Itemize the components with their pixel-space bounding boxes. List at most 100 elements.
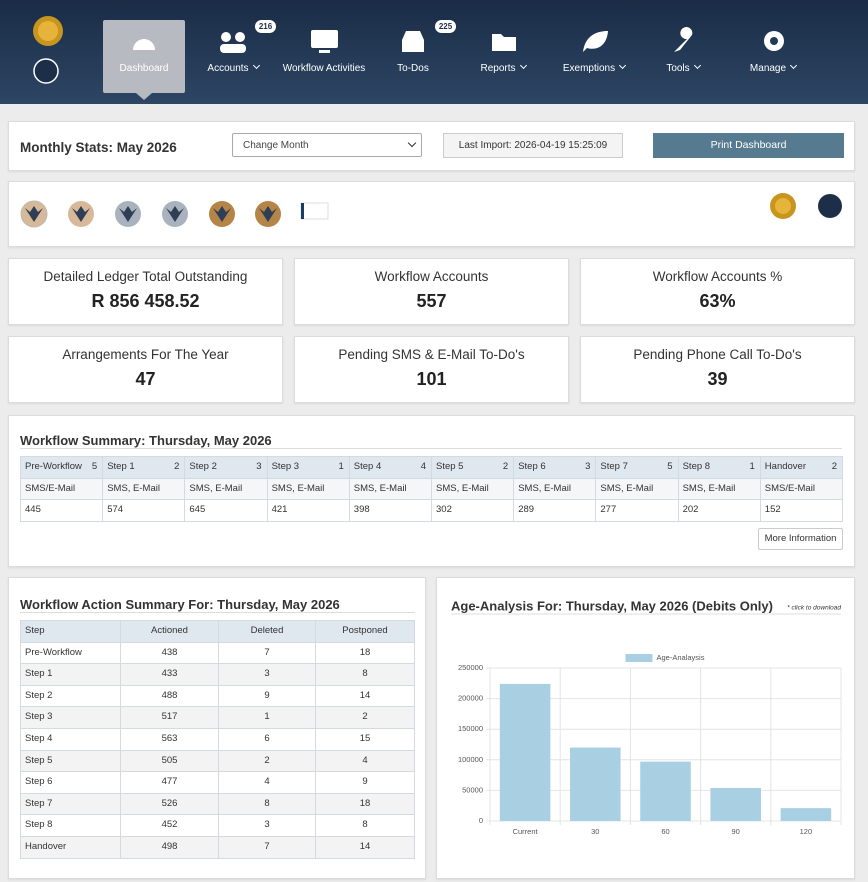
bar — [710, 787, 761, 821]
icon-folder — [492, 34, 516, 51]
nav-label: To-Dos — [397, 63, 429, 74]
step-count: 3 — [256, 461, 262, 472]
table-cell: 7 — [218, 836, 316, 859]
logo-dark — [33, 58, 59, 84]
step-count: 2 — [502, 461, 509, 472]
nav-item[interactable]: Accounts — [173, 61, 293, 74]
dropdown-chevron — [252, 61, 260, 70]
achievements-panel — [8, 181, 855, 247]
table-cell: 421 — [266, 499, 350, 522]
y-tick-label: 150000 — [458, 724, 483, 733]
step-count: 4 — [420, 461, 426, 472]
table-cell: Step 5 — [20, 749, 121, 773]
panel-title: Workflow Summary: Thursday, May 2026 — [20, 433, 272, 448]
table-cell: 4 — [315, 749, 415, 773]
table-cell: 9 — [315, 771, 415, 794]
nav-label: Manage — [749, 63, 787, 74]
dropdown-chevron — [790, 61, 798, 70]
progress-fill — [301, 203, 304, 219]
badge-mark — [259, 206, 277, 222]
table-cell: 14 — [315, 836, 415, 859]
print-button[interactable]: Print Dashboard — [653, 133, 844, 158]
card-value: 47 — [135, 369, 156, 389]
table-cell: Step 1 — [20, 663, 121, 686]
table-cell: 498 — [120, 836, 219, 859]
panel-title: Workflow Action Summary For: Thursday, M… — [20, 597, 340, 612]
table-cell: SMS, E-Mail — [513, 477, 597, 501]
table-cell: 15 — [315, 728, 415, 751]
table-cell: 7 — [218, 641, 316, 665]
logo-gold-inner — [38, 21, 58, 41]
card-label: Detailed Ledger Total Outstanding — [43, 269, 248, 284]
table-header-cell: Step 5 2 — [431, 456, 515, 479]
table-cell: 433 — [120, 663, 219, 686]
table-cell: SMS/E-Mail — [759, 477, 843, 501]
badge-mark — [25, 206, 43, 222]
month-select[interactable]: Change Month — [232, 133, 422, 157]
table-header-cell: Step 7 5 — [595, 456, 679, 479]
nav-item[interactable]: Workflow Activities — [264, 63, 384, 74]
bar — [640, 761, 691, 821]
badge-mark — [72, 206, 90, 222]
active-tab — [103, 20, 185, 93]
table-header-cell: Handover 2 — [759, 456, 843, 479]
dropdown-chevron — [693, 61, 701, 70]
table-cell: 8 — [315, 814, 415, 837]
nav-item[interactable]: Exemptions — [534, 61, 654, 74]
nav-item[interactable]: Dashboard — [84, 63, 204, 74]
table-cell: 3 — [218, 814, 316, 837]
download-note[interactable]: * click to download — [787, 605, 841, 612]
step-name: Pre-Workflow — [25, 461, 82, 472]
table-header-cell: Pre-Workflow 5 — [20, 456, 104, 479]
table-cell: Step 8 — [20, 814, 121, 837]
icon-dashboard — [133, 39, 155, 50]
step-count: 2 — [174, 461, 180, 472]
table-cell: 488 — [120, 684, 219, 708]
table-cell: 9 — [218, 684, 316, 708]
table-cell: Step 3 — [20, 706, 121, 729]
stats-bar: Monthly Stats: May 2026 Change Month Las… — [8, 121, 855, 171]
stats-title: Monthly Stats: May 2026 — [20, 140, 177, 155]
nav-item[interactable]: To-Dos — [353, 63, 473, 74]
table-cell: Handover — [20, 836, 121, 859]
table-header-cell: Deleted — [218, 620, 316, 643]
x-tick-label: 30 — [591, 827, 599, 836]
y-tick-label: 0 — [479, 816, 483, 825]
achievement-icons — [20, 193, 842, 228]
nav-item[interactable]: Tools — [623, 61, 743, 74]
select-arrow — [407, 138, 417, 148]
table-cell: 517 — [120, 706, 219, 729]
badge-dark — [818, 194, 842, 218]
age-chart: Age-Analysis For: Thursday, May 2026 (De… — [451, 598, 842, 836]
table-cell: 526 — [120, 792, 219, 816]
title-rule — [20, 448, 842, 449]
card-label: Pending SMS & E-Mail To-Do's — [338, 347, 525, 362]
table-header-cell: Step 3 1 — [266, 456, 350, 479]
table-cell: 277 — [595, 499, 679, 522]
table-cell: 1 — [218, 706, 316, 729]
nav-item[interactable]: Reports — [443, 61, 563, 74]
table-cell: 4 — [218, 771, 316, 794]
bar — [499, 683, 551, 821]
step-name: Step 4 — [353, 461, 382, 472]
table-cell: 302 — [431, 499, 515, 522]
step-name: Step 7 — [600, 461, 628, 472]
icon-wrench — [674, 27, 693, 52]
table-header-cell: Step — [20, 620, 121, 643]
more-info-button[interactable]: More Information — [758, 528, 843, 550]
step-name: Step 2 — [189, 461, 217, 472]
table-cell: 452 — [120, 814, 219, 837]
badge-mark — [166, 206, 184, 222]
table-cell: 445 — [20, 499, 104, 522]
nav-item[interactable]: Manage — [713, 61, 833, 74]
table-header-cell: Actioned — [120, 620, 219, 643]
nav-badge: 225 — [435, 20, 456, 33]
icon-gear-hole — [770, 37, 778, 45]
action-summary: Workflow Action Summary For: Thursday, M… — [8, 577, 426, 879]
table-cell: SMS, E-Mail — [348, 477, 432, 501]
table-header-cell: Step 1 2 — [102, 456, 186, 479]
icon-monitor — [319, 50, 330, 53]
icon-monitor — [311, 30, 338, 48]
table-cell: 477 — [120, 771, 219, 794]
nav-label: Exemptions — [562, 63, 616, 74]
